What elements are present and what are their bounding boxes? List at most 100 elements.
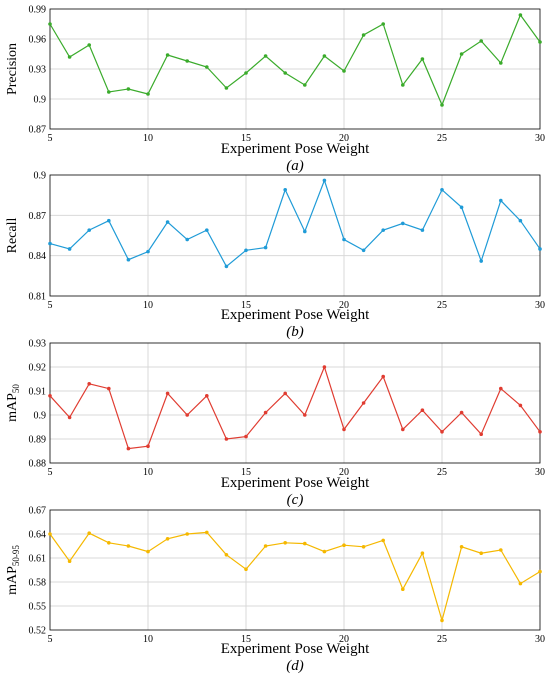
- y-tick-label: 0.9: [34, 171, 47, 182]
- data-point: [224, 86, 229, 90]
- data-point: [244, 567, 248, 571]
- data-point: [518, 218, 523, 223]
- data-point: [146, 249, 150, 254]
- x-tick-label: 30: [535, 634, 545, 645]
- y-tick-label: 0.99: [29, 5, 47, 16]
- data-point: [401, 587, 405, 591]
- y-axis-title: mAP50-95: [5, 545, 21, 595]
- data-point: [342, 69, 346, 73]
- data-point: [440, 187, 444, 192]
- data-point: [303, 83, 307, 87]
- x-tick-label: 10: [143, 467, 153, 478]
- data-point: [479, 432, 484, 437]
- y-axis-title-main: Recall: [5, 218, 20, 254]
- y-axis-title: mAP50: [5, 384, 21, 422]
- data-point: [361, 248, 366, 253]
- y-tick-label: 0.9: [34, 95, 47, 106]
- data-point: [146, 92, 150, 96]
- x-tick-label: 20: [339, 300, 349, 311]
- data-point: [185, 532, 189, 536]
- x-tick-label: 10: [143, 634, 153, 645]
- data-point: [48, 241, 52, 246]
- data-point: [361, 33, 366, 37]
- data-point: [224, 553, 229, 557]
- data-point: [165, 53, 170, 57]
- x-tick-label: 25: [437, 300, 447, 311]
- chart-panel-2: 5 10 15 20 25 30 0.88 0.89 0.9 0.91 0.92 0.93 Experi…: [5, 339, 545, 509]
- x-tick-label: 10: [143, 300, 153, 311]
- data-point: [87, 228, 91, 232]
- y-tick-label: 0.96: [29, 35, 47, 46]
- data-point: [401, 427, 405, 432]
- data-point: [479, 551, 484, 555]
- data-point: [381, 374, 386, 379]
- data-point: [303, 229, 307, 234]
- data-point: [518, 403, 523, 408]
- data-point: [263, 410, 268, 415]
- data-point: [381, 22, 386, 26]
- data-point: [126, 257, 131, 262]
- x-tick-label: 15: [241, 467, 251, 478]
- x-tick-label: 25: [437, 467, 447, 478]
- data-point: [244, 434, 248, 439]
- y-tick-label: 0.55: [29, 602, 47, 613]
- x-tick-label: 20: [339, 634, 349, 645]
- x-tick-label: 25: [437, 634, 447, 645]
- data-point: [283, 541, 288, 545]
- y-axis-title-subscript: 50-95: [11, 545, 21, 566]
- data-point: [459, 410, 464, 415]
- y-axis-title: Precision: [5, 43, 20, 95]
- data-point: [185, 237, 189, 242]
- x-tick-label: 30: [535, 467, 545, 478]
- x-tick-label: 25: [437, 133, 447, 144]
- data-point: [459, 205, 464, 210]
- y-tick-label: 0.84: [29, 251, 47, 262]
- data-point: [440, 103, 444, 107]
- y-tick-label: 0.52: [29, 626, 47, 637]
- panel-label: (c): [287, 492, 304, 508]
- x-tick-label: 20: [339, 467, 349, 478]
- x-axis-title: Experiment Pose Weight: [221, 141, 370, 157]
- data-point: [303, 413, 307, 417]
- data-point: [381, 228, 386, 232]
- data-point: [283, 187, 288, 192]
- data-point: [518, 13, 523, 17]
- data-point: [440, 618, 444, 623]
- y-tick-label: 0.67: [29, 506, 47, 517]
- data-point: [440, 430, 444, 434]
- data-point: [107, 541, 111, 545]
- x-tick-label: 5: [48, 133, 53, 144]
- data-point: [538, 430, 542, 434]
- data-point: [263, 245, 268, 250]
- series-line: [49, 531, 541, 623]
- data-point: [420, 57, 425, 61]
- data-point: [185, 413, 189, 417]
- data-point: [303, 541, 307, 546]
- data-point: [342, 543, 346, 547]
- y-axis-title-main: mAP: [5, 393, 20, 422]
- data-point: [165, 537, 170, 541]
- data-point: [538, 40, 542, 44]
- y-tick-label: 0.87: [29, 125, 47, 136]
- data-point: [420, 551, 425, 555]
- chart-panel-0: 5 10 15 20 25 30 0.87 0.9 0.93 0.96 0.99 Experiment…: [5, 5, 545, 175]
- data-point: [381, 538, 386, 543]
- data-point: [420, 228, 425, 232]
- y-tick-label: 0.81: [29, 292, 47, 303]
- data-point: [205, 228, 209, 232]
- series-line: [49, 365, 541, 450]
- data-point: [67, 559, 72, 563]
- x-tick-label: 15: [241, 634, 251, 645]
- x-axis-title: Experiment Pose Weight: [221, 641, 370, 657]
- data-point: [165, 220, 170, 224]
- data-point: [146, 444, 150, 449]
- y-tick-label: 0.91: [29, 387, 47, 398]
- y-axis-title-main: mAP: [5, 566, 20, 595]
- data-point: [107, 90, 111, 94]
- data-point: [459, 52, 464, 56]
- y-tick-label: 0.93: [29, 339, 47, 350]
- data-point: [361, 545, 366, 549]
- data-point: [48, 532, 52, 536]
- y-axis-title: Recall: [5, 218, 20, 254]
